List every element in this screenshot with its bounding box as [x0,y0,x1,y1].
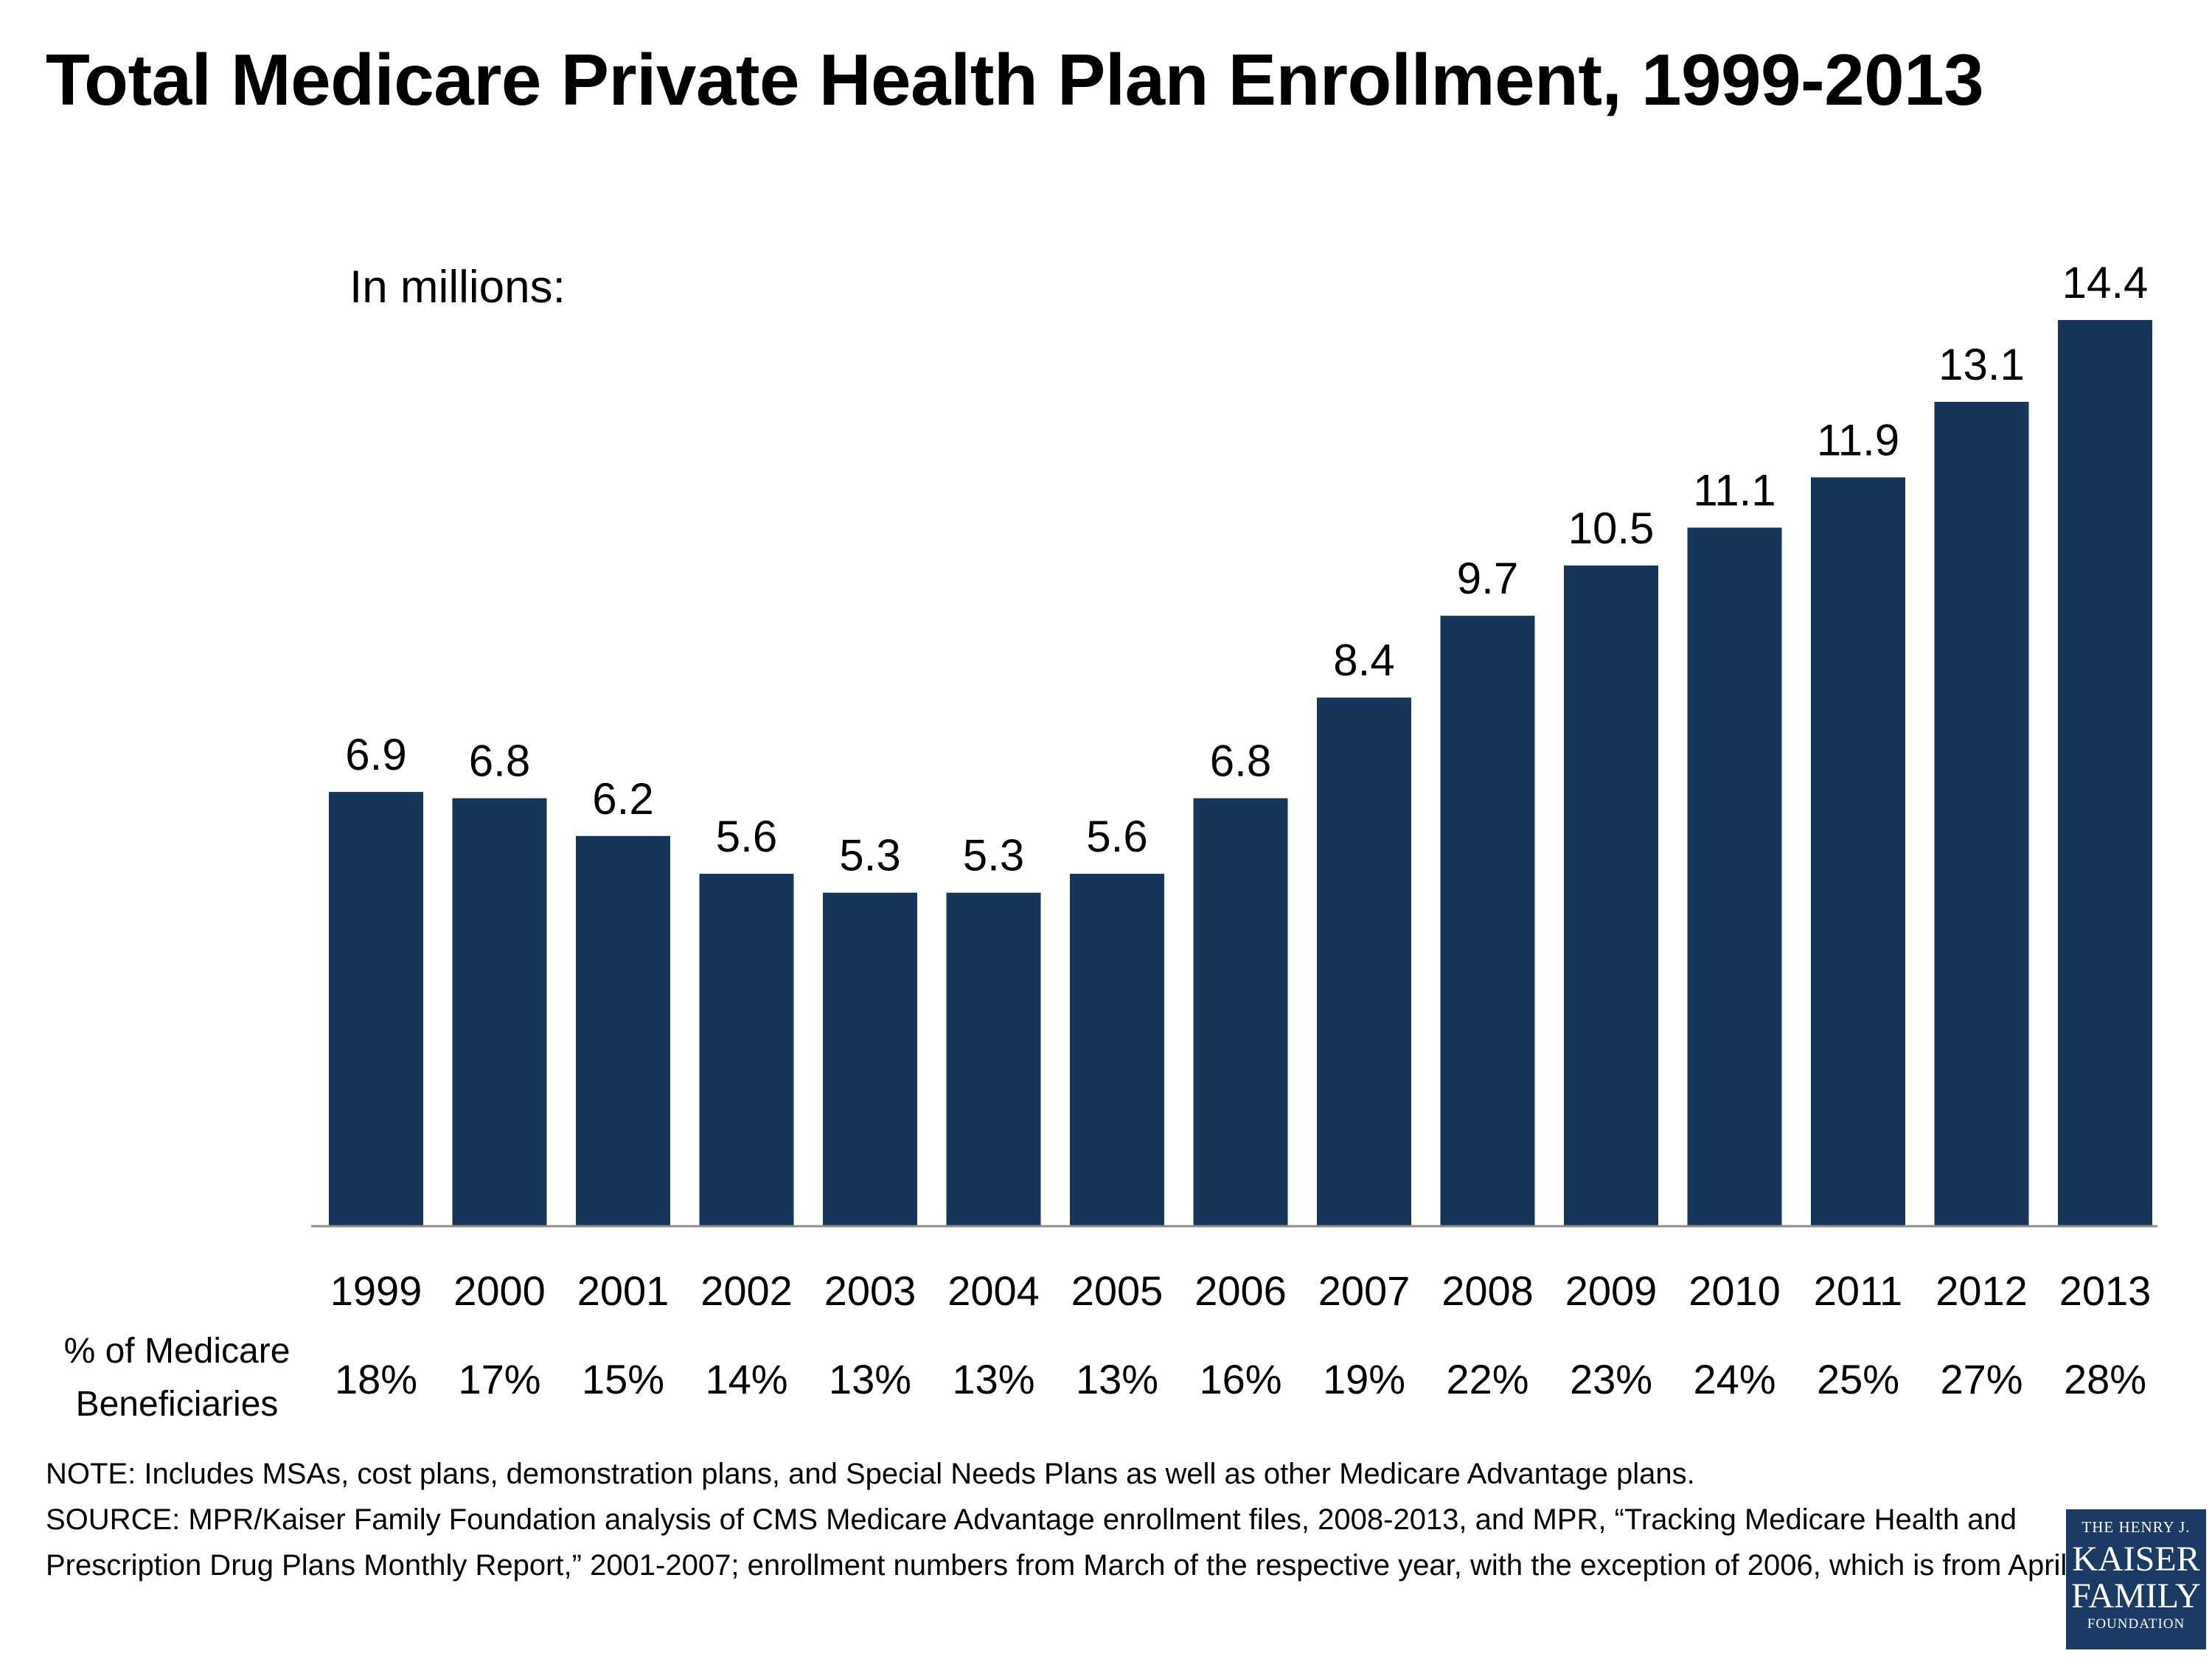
percent-label-2012: 27% [1940,1356,2023,1402]
data-label-2004: 5.3 [963,831,1024,880]
bar-2002 [699,874,794,1226]
data-label-2003: 5.3 [839,831,900,880]
bar-1999 [329,792,423,1226]
kff-logo: THE HENRY J. KAISER FAMILY FOUNDATION [2066,1509,2206,1649]
source-text: SOURCE: MPR/Kaiser Family Foundation ana… [46,1503,2076,1582]
x-tick-label-1999: 1999 [330,1267,422,1314]
x-tick-label-2006: 2006 [1194,1267,1287,1314]
row-label-line2: Beneficiaries [76,1385,279,1424]
percent-label-2009: 23% [1570,1356,1652,1402]
bar-2010 [1687,527,1782,1226]
x-tick-label-2008: 2008 [1441,1267,1534,1314]
bar-2000 [452,798,547,1226]
bar-2009 [1564,565,1658,1226]
x-tick-label-2011: 2011 [1814,1267,1902,1314]
data-label-2007: 8.4 [1333,636,1394,685]
data-label-2010: 11.1 [1693,466,1775,515]
percent-label-1999: 18% [335,1356,417,1402]
page-title: Total Medicare Private Health Plan Enrol… [46,39,1984,120]
percent-label-2013: 28% [2064,1356,2146,1402]
bar-2005 [1070,874,1164,1226]
x-tick-label-2007: 2007 [1318,1267,1411,1314]
bar-2001 [576,835,670,1226]
percent-label-2010: 24% [1693,1356,1775,1402]
percent-label-2002: 14% [705,1356,787,1402]
bar-2012 [1934,402,2029,1226]
bar-2011 [1811,477,1905,1226]
data-label-2001: 6.2 [592,774,653,824]
x-tick-label-2004: 2004 [947,1267,1040,1314]
bar-2004 [946,892,1041,1226]
note-text: NOTE: Includes MSAs, cost plans, demonst… [46,1458,1695,1490]
bar-2003 [823,892,917,1226]
x-tick-label-2003: 2003 [824,1267,917,1314]
x-tick-label-2010: 2010 [1688,1267,1781,1314]
row-label-line1: % of Medicare [64,1332,291,1371]
bar-2007 [1317,698,1411,1226]
bar-2008 [1440,616,1535,1226]
data-label-1999: 6.9 [345,730,406,779]
x-tick-label-2000: 2000 [453,1267,546,1314]
data-label-2012: 13.1 [1938,340,2025,389]
percent-label-2011: 25% [1817,1356,1899,1402]
x-tick-label-2005: 2005 [1071,1267,1164,1314]
x-tick-label-2001: 2001 [577,1267,669,1314]
percent-label-2005: 13% [1076,1356,1158,1402]
data-label-2011: 11.9 [1817,415,1899,465]
units-label: In millions: [349,262,566,313]
bar-chart: In millions: % of Medicare Beneficiaries… [64,258,2157,1424]
data-label-2002: 5.6 [716,812,777,861]
data-label-2000: 6.8 [469,737,530,786]
percent-label-2008: 22% [1446,1356,1528,1402]
percent-label-2000: 17% [458,1356,540,1402]
x-tick-label-2013: 2013 [2059,1267,2152,1314]
percent-label-2001: 15% [582,1356,664,1402]
percent-label-2007: 19% [1323,1356,1405,1402]
bar-2006 [1193,798,1288,1226]
data-label-2006: 6.8 [1210,737,1271,786]
x-tick-label-2012: 2012 [1935,1267,2028,1314]
x-tick-label-2002: 2002 [700,1267,793,1314]
footnotes: NOTE: Includes MSAs, cost plans, demonst… [46,1451,2096,1588]
data-label-2005: 5.6 [1086,812,1147,861]
x-tick-label-2009: 2009 [1565,1267,1658,1314]
percent-label-2006: 16% [1199,1356,1281,1402]
percent-label-2003: 13% [829,1356,911,1402]
percent-label-2004: 13% [952,1356,1034,1402]
data-label-2009: 10.5 [1568,504,1655,553]
bar-2013 [2058,320,2152,1226]
data-label-2008: 9.7 [1457,554,1518,603]
data-label-2013: 14.4 [2062,258,2149,307]
